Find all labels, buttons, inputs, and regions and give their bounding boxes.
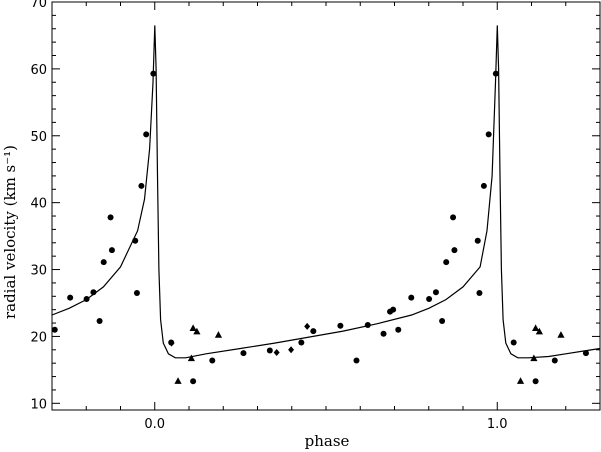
- data-point-triangle: [174, 377, 182, 384]
- data-point-circle: [150, 70, 157, 77]
- data-point-circle: [100, 259, 107, 266]
- data-point-circle: [532, 378, 539, 385]
- y-tick-label: 10: [30, 397, 47, 412]
- data-point-circle: [143, 131, 150, 138]
- data-point-circle: [83, 295, 90, 302]
- plot-border: [51, 1, 601, 411]
- data-point-circle: [138, 182, 145, 189]
- data-point-triangle: [535, 327, 543, 335]
- data-point-circle: [240, 350, 247, 357]
- data-point-circle: [96, 318, 103, 325]
- data-point-circle: [443, 259, 450, 266]
- data-point-diamond: [168, 339, 175, 347]
- data-point-circle: [353, 357, 360, 364]
- data-point-diamond: [273, 348, 280, 356]
- data-point-circle: [209, 357, 216, 364]
- data-point-triangle: [193, 327, 201, 335]
- y-tick-label: 40: [30, 197, 47, 212]
- data-point-triangle: [214, 331, 223, 338]
- y-tick-label: 30: [30, 264, 47, 279]
- x-tick-label: 1.0: [487, 417, 508, 432]
- data-point-circle: [390, 306, 397, 313]
- data-point-circle: [426, 295, 433, 302]
- data-point-triangle: [557, 331, 565, 338]
- data-point-diamond: [304, 322, 311, 330]
- data-point-circle: [90, 289, 97, 296]
- x-tick-label: 0.0: [144, 417, 165, 432]
- data-point-circle: [510, 339, 517, 346]
- data-point-circle: [190, 378, 197, 385]
- data-point-diamond: [288, 346, 295, 354]
- data-point-circle: [310, 328, 317, 335]
- data-point-circle: [450, 214, 457, 221]
- data-point-circle: [108, 247, 115, 254]
- model-curve-layer: [51, 25, 601, 359]
- y-tick-label: 50: [30, 130, 47, 145]
- data-point-circle: [266, 347, 273, 354]
- data-point-circle: [474, 237, 481, 244]
- model-curve: [51, 25, 601, 359]
- data-point-triangle: [530, 354, 538, 362]
- data-point-circle: [395, 326, 402, 333]
- data-point-circle: [337, 322, 344, 329]
- data-point-circle: [476, 289, 483, 296]
- y-axis-label: radial velocity (km s⁻¹): [1, 145, 19, 319]
- data-point-circle: [132, 237, 139, 244]
- data-point-circle: [107, 214, 114, 221]
- data-point-circle: [551, 357, 558, 364]
- axis-tick-labels: 10 20 30 40 50 60 70 0.0 1.0: [30, 0, 507, 432]
- data-point-circle: [432, 289, 439, 296]
- data-point-circle: [298, 339, 305, 346]
- data-point-triangle: [187, 354, 195, 362]
- y-tick-label: 70: [30, 0, 47, 11]
- data-point-circle: [492, 70, 499, 77]
- data-points-layer: [51, 70, 589, 385]
- data-point-circle: [408, 294, 415, 301]
- data-point-triangle: [189, 324, 197, 331]
- data-point-circle: [451, 247, 458, 254]
- data-point-circle: [439, 318, 446, 325]
- data-point-circle: [380, 330, 387, 337]
- y-tick-label: 20: [30, 330, 47, 345]
- axis-ticks: [52, 1, 600, 410]
- data-point-circle: [582, 350, 589, 357]
- data-point-triangle: [532, 324, 540, 331]
- data-point-circle: [485, 131, 492, 138]
- data-point-triangle: [516, 377, 525, 384]
- data-point-circle: [133, 289, 140, 296]
- data-point-circle: [67, 294, 74, 301]
- plot-frame: [51, 1, 601, 411]
- y-tick-label: 60: [30, 63, 47, 78]
- data-point-circle: [364, 322, 371, 329]
- data-point-circle: [51, 326, 58, 333]
- data-point-circle: [480, 182, 487, 189]
- x-axis-label: phase: [305, 432, 350, 450]
